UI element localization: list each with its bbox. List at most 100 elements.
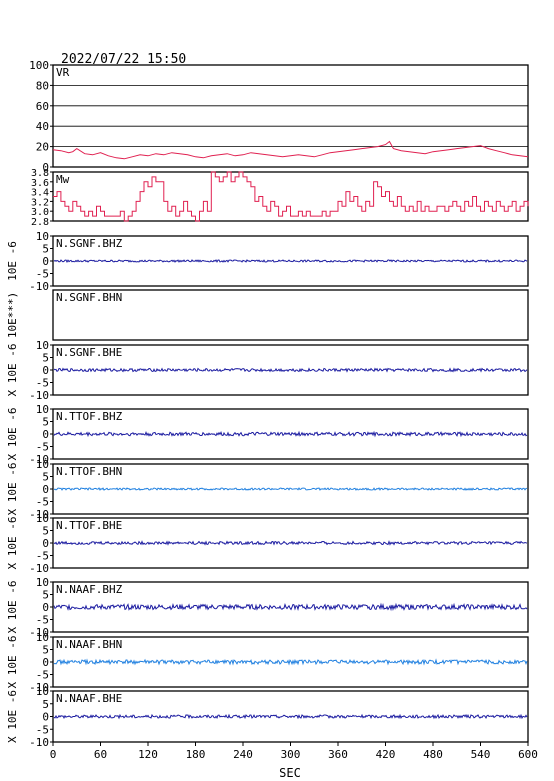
panel-frame — [52, 289, 529, 341]
y-tick-label: 3.2 — [31, 197, 49, 208]
y-tick-label: 0 — [42, 255, 49, 268]
y-tick-label: 20 — [36, 141, 49, 154]
x-tick-label: 240 — [233, 748, 253, 761]
panel-label: N.NAAF.BHZ — [56, 583, 123, 596]
x-tick-label: 0 — [50, 748, 57, 761]
y-tick-label: 10 — [36, 685, 49, 698]
panel-label: N.TTOF.BHE — [56, 519, 122, 532]
waveform-trace — [53, 713, 528, 720]
y-tick-label: 3.6 — [31, 178, 49, 189]
panel-label: N.SGNF.BHN — [56, 291, 122, 304]
y-tick-label: 10 — [36, 576, 49, 589]
y-tick-label: -10 — [29, 562, 49, 575]
panel-label: Mw — [56, 173, 70, 186]
y-tick-label: 3.0 — [31, 207, 49, 218]
y-tick-label: 100 — [29, 59, 49, 72]
y-tick-label: -10 — [29, 453, 49, 466]
y-tick-label: 0 — [42, 428, 49, 441]
y-tick-label: -5 — [36, 614, 49, 627]
unit-label: X 10E -6 — [6, 344, 19, 397]
waveform-trace — [53, 540, 528, 546]
y-tick-label: 0 — [42, 483, 49, 496]
y-tick-label: 0 — [42, 601, 49, 614]
waveform-trace — [53, 602, 528, 612]
y-tick-label: 5 — [42, 644, 49, 657]
y-tick-label: 5 — [42, 352, 49, 365]
unit-label: 10E***) — [6, 292, 19, 338]
series-line-vr — [52, 140, 529, 160]
x-tick-label: 420 — [376, 748, 396, 761]
waveform-trace — [53, 367, 528, 373]
y-tick-label: -10 — [29, 280, 49, 293]
y-tick-label: 40 — [36, 120, 49, 133]
x-axis: 0 60 120 180 240 300 360 420 480 540 600 — [50, 742, 538, 761]
y-tick-label: 5 — [42, 589, 49, 602]
x-tick-label: 540 — [471, 748, 491, 761]
panel-label: N.NAAF.BHN — [56, 638, 122, 651]
panel-n-sgnf-bhn: N.SGNF.BHN 10E***) — [6, 289, 529, 341]
unit-label: X 10E -6 — [6, 581, 19, 634]
x-tick-label: 360 — [328, 748, 348, 761]
panel-label: N.SGNF.BHE — [56, 346, 122, 359]
y-tick-label: 0 — [42, 364, 49, 377]
x-tick-label: 60 — [94, 748, 107, 761]
panel-label: VR — [56, 66, 70, 79]
panel-frame — [52, 408, 529, 460]
waveform-trace — [53, 430, 528, 438]
y-tick-label: 3.4 — [31, 188, 49, 199]
y-tick-label: 0 — [42, 537, 49, 550]
y-tick-label: 80 — [36, 79, 49, 92]
panel-label: N.TTOF.BHN — [56, 465, 122, 478]
y-tick-label: 0 — [42, 711, 49, 724]
x-tick-label: 480 — [423, 748, 443, 761]
x-tick-label: 600 — [518, 748, 538, 761]
x-tick-label: 120 — [138, 748, 158, 761]
panels: 100806040200VR3.83.63.43.23.02.8Mw1050-5… — [6, 59, 529, 749]
y-tick-label: -5 — [36, 496, 49, 509]
y-tick-label: 5 — [42, 471, 49, 484]
unit-label: X 10E -6 — [6, 463, 19, 516]
y-tick-label: -5 — [36, 377, 49, 390]
y-tick-label: -5 — [36, 441, 49, 454]
y-tick-label: -10 — [29, 681, 49, 694]
y-tick-label: 10 — [36, 458, 49, 471]
y-tick-label: 10 — [36, 339, 49, 352]
y-tick-label: 5 — [42, 525, 49, 538]
panel-mw: 3.83.63.43.23.02.8 Mw — [31, 168, 529, 228]
y-tick-label: 60 — [36, 100, 49, 113]
y-tick-label: 0 — [42, 656, 49, 669]
unit-label: X 10E -6 — [6, 636, 19, 689]
panel-label: N.SGNF.BHZ — [56, 237, 123, 250]
y-tick-label: -5 — [36, 268, 49, 281]
unit-label: 10E -6 — [6, 241, 19, 281]
panel-label: N.NAAF.BHE — [56, 692, 122, 705]
x-axis-label: SEC — [279, 766, 301, 780]
y-tick-label: 5 — [42, 698, 49, 711]
y-tick-label: 10 — [36, 631, 49, 644]
unit-label: X 10E -6 — [6, 408, 19, 461]
y-tick-label: -10 — [29, 508, 49, 521]
panel-vr: 100 80 60 40 20 0 VR — [29, 59, 529, 174]
y-tick-label: 5 — [42, 416, 49, 429]
y-tick-label: -5 — [36, 550, 49, 563]
y-tick-label: -5 — [36, 723, 49, 736]
y-tick-label: 0 — [42, 161, 49, 174]
x-tick-label: 180 — [186, 748, 206, 761]
y-tick-label: -10 — [29, 736, 49, 749]
y-tick-label: 10 — [36, 512, 49, 525]
x-tick-label: 300 — [281, 748, 301, 761]
unit-label: X 10E -6 — [6, 517, 19, 570]
timestamp-label: 2022/07/22 15:50 — [61, 52, 186, 67]
y-tick-label: 2.8 — [31, 217, 49, 228]
y-tick-label: -10 — [29, 626, 49, 639]
panel-frame — [52, 64, 529, 168]
